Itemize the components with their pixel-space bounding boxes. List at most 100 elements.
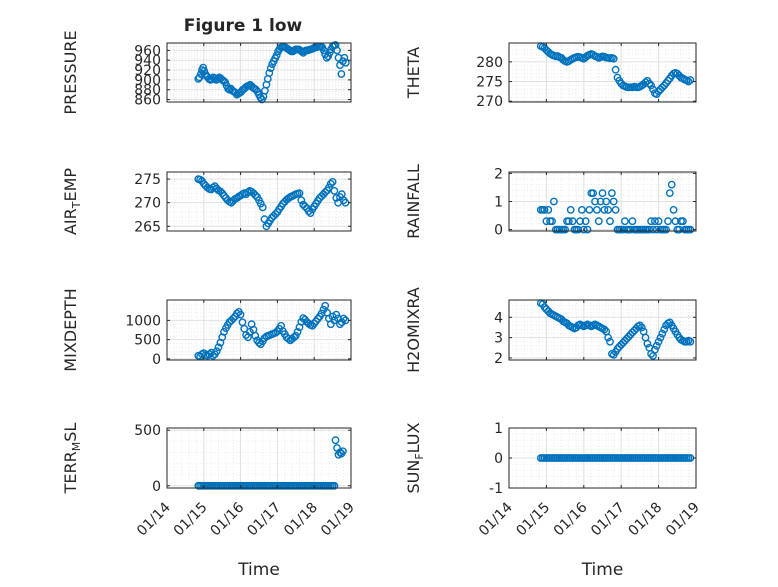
- x-tick-label: 01/18: [626, 500, 666, 540]
- data-point: [658, 329, 667, 338]
- minor-grid: [167, 172, 351, 231]
- data-point: [540, 205, 549, 214]
- data-point: [609, 54, 618, 63]
- data-point: [645, 225, 654, 234]
- subplot-terr_msl: 0 500 TERRMSL 01/1401/1501/1601/1701/1801/1…: [61, 423, 358, 580]
- y-tick-label: 500: [134, 333, 161, 349]
- data-point: [671, 217, 680, 226]
- y-tick-label: 2: [494, 166, 503, 182]
- data-point: [593, 205, 601, 214]
- y-tick-label: 940: [134, 53, 161, 69]
- data-point: [600, 325, 609, 334]
- data-point: [652, 341, 661, 350]
- data-point: [615, 342, 624, 351]
- data-point: [251, 191, 260, 200]
- data-point: [271, 210, 280, 218]
- data-point: [212, 347, 221, 356]
- y-tick-label: 0: [494, 223, 503, 239]
- subplot-sun_flux: -1 0 1 SUNFLUX 01/1401/1501/1601/1701/1801/1…: [404, 421, 703, 580]
- subplot-h2omixra: 2 3 4 H2OMIXRA: [404, 287, 697, 373]
- y-tick-label: 1: [494, 195, 503, 211]
- data-point: [205, 350, 214, 359]
- y-tick-label: 920: [134, 63, 161, 79]
- data-point: [244, 188, 252, 197]
- y-tick-label: 275: [134, 172, 161, 188]
- data-point: [636, 321, 644, 330]
- x-tick-label: 01/17: [244, 500, 284, 540]
- data-point: [266, 64, 275, 73]
- data-point: [564, 217, 573, 226]
- x-tick-label: 01/14: [476, 499, 516, 539]
- data-point: [602, 197, 611, 206]
- data-point: [651, 217, 659, 226]
- subplot-theta: 270 275 280 THETA: [404, 42, 697, 110]
- data-point: [332, 194, 341, 202]
- data-point: [604, 205, 612, 214]
- series-markers: [536, 42, 695, 99]
- series-markers: [194, 175, 350, 231]
- data-point: [214, 343, 223, 352]
- y-axis-label: AIRTEMP: [61, 168, 83, 235]
- data-point: [341, 58, 350, 67]
- series-markers: [536, 299, 695, 360]
- y-tick-label: 860: [134, 93, 161, 109]
- subplot-air_temp: 265 270 275 AIRTEMP: [61, 168, 352, 235]
- data-point: [229, 314, 238, 323]
- data-point: [647, 349, 655, 358]
- data-point: [306, 209, 315, 218]
- data-point: [606, 337, 614, 346]
- data-point: [585, 205, 594, 214]
- data-point: [290, 333, 298, 342]
- data-point: [324, 183, 333, 192]
- x-tick-label: 01/19: [663, 500, 703, 540]
- data-point: [304, 207, 313, 216]
- data-point: [684, 77, 693, 86]
- data-point: [333, 46, 341, 55]
- data-point: [621, 336, 629, 345]
- data-point: [598, 189, 607, 198]
- y-tick-label: 0: [494, 451, 503, 467]
- data-point: [581, 217, 590, 226]
- data-point: [579, 225, 588, 234]
- data-point: [293, 327, 302, 336]
- axes-box: [508, 299, 697, 361]
- axes-box: [166, 427, 352, 489]
- subplot-mixdepth: 0 500 1000 MIXDEPTH: [61, 288, 352, 372]
- plot-area: [167, 428, 351, 488]
- data-point: [566, 205, 575, 214]
- y-axis-label: MIXDEPTH: [61, 288, 80, 371]
- data-point: [662, 225, 670, 234]
- data-point: [649, 225, 657, 234]
- y-tick-label: 265: [134, 219, 161, 235]
- y-axis-label: PRESSURE: [61, 30, 80, 114]
- data-point: [628, 217, 637, 226]
- data-point: [654, 217, 663, 226]
- data-point: [336, 320, 344, 329]
- data-point: [209, 351, 217, 360]
- series-markers: [536, 454, 695, 462]
- data-point: [645, 79, 654, 88]
- axes-box: [166, 42, 352, 103]
- data-point: [297, 196, 306, 205]
- data-point: [291, 331, 300, 340]
- data-point: [667, 180, 676, 189]
- data-point: [337, 70, 346, 78]
- data-point: [220, 327, 228, 336]
- data-point: [339, 314, 348, 323]
- data-point: [568, 217, 577, 226]
- x-ticks: [166, 43, 352, 102]
- x-tick-label: 01/15: [171, 500, 211, 540]
- data-point: [679, 217, 687, 226]
- y-axis-label: TERRMSL: [61, 423, 83, 495]
- data-point: [604, 333, 612, 342]
- x-tick-label: 01/16: [551, 499, 591, 539]
- y-tick-label: 880: [134, 83, 161, 99]
- y-tick-label: 280: [476, 55, 503, 71]
- y-axis-label: THETA: [404, 47, 423, 99]
- data-point: [550, 197, 558, 206]
- minor-grid: [167, 43, 351, 103]
- minor-grid: [509, 43, 696, 102]
- data-point: [626, 330, 635, 339]
